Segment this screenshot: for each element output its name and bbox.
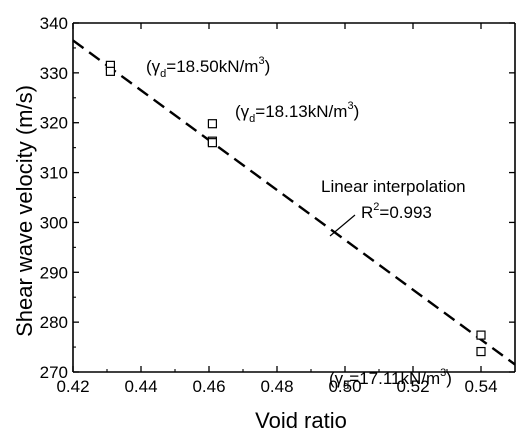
annotation-r-squared: R2=0.993	[361, 201, 432, 222]
x-tick-label: 0.42	[56, 377, 89, 396]
x-axis-title: Void ratio	[255, 408, 347, 433]
data-point-square	[207, 138, 217, 148]
gamma-subscript: d	[249, 113, 255, 125]
annotation-close-paren: )	[354, 102, 360, 121]
data-point-square	[105, 66, 116, 76]
r-superscript: 2	[373, 201, 379, 213]
x-tick-label: 0.52	[396, 377, 429, 396]
data-point-square	[476, 346, 486, 357]
annotation-density-1813: (γd=18.13kN/m3)	[235, 100, 359, 125]
y-tick-label: 290	[40, 263, 68, 282]
gamma-symbol: γ	[152, 57, 161, 76]
fit-line-group	[72, 39, 516, 366]
annotation-density-1711: (γd=17.11kN/m3)	[329, 367, 452, 392]
unit-superscript: 3	[258, 55, 264, 67]
density-value: =17.11kN/m	[349, 369, 440, 388]
x-tick-label: 0.44	[124, 377, 157, 396]
unit-superscript: 3	[347, 100, 353, 112]
x-tick-label: 0.46	[192, 377, 225, 396]
density-value: =18.50kN/m	[166, 57, 258, 76]
gamma-symbol: γ	[335, 369, 344, 388]
gamma-subscript: d	[343, 380, 349, 392]
fit-line	[72, 39, 516, 366]
y-tick-label: 310	[40, 164, 68, 183]
r-symbol: R	[361, 203, 373, 222]
x-tick-label: 0.50	[328, 377, 361, 396]
plot-frame	[72, 22, 516, 373]
r-value: =0.993	[379, 203, 431, 222]
x-tick-label: 0.48	[260, 377, 293, 396]
y-tick-label: 320	[40, 114, 68, 133]
annotation-close-paren: )	[446, 369, 452, 388]
y-axis-title: Shear wave velocity (m/s)	[12, 85, 37, 337]
annotation-linear-interpolation: Linear interpolation	[321, 177, 466, 196]
y-tick-label: 280	[40, 313, 68, 332]
y-tick-label: 340	[40, 14, 68, 33]
annotation-leader-line	[329, 214, 356, 237]
y-tick-label: 270	[40, 363, 68, 382]
annotation-density-1850: (γd=18.50kN/m3)	[146, 55, 270, 80]
gamma-symbol: γ	[241, 102, 250, 121]
y-tick-label: 300	[40, 213, 68, 232]
data-points	[105, 60, 486, 357]
annotation-close-paren: )	[265, 57, 271, 76]
density-value: =18.13kN/m	[255, 102, 347, 121]
data-point-square	[476, 330, 486, 340]
data-point-square	[207, 119, 217, 129]
x-tick-label: 0.54	[464, 377, 497, 396]
gamma-subscript: d	[160, 68, 166, 80]
unit-superscript: 3	[440, 367, 446, 379]
axis-ticks: 0.42 0.44 0.46 0.48 0.50 0.52 0.54 270 280 290 300…	[40, 14, 515, 396]
y-tick-label: 330	[40, 64, 68, 83]
